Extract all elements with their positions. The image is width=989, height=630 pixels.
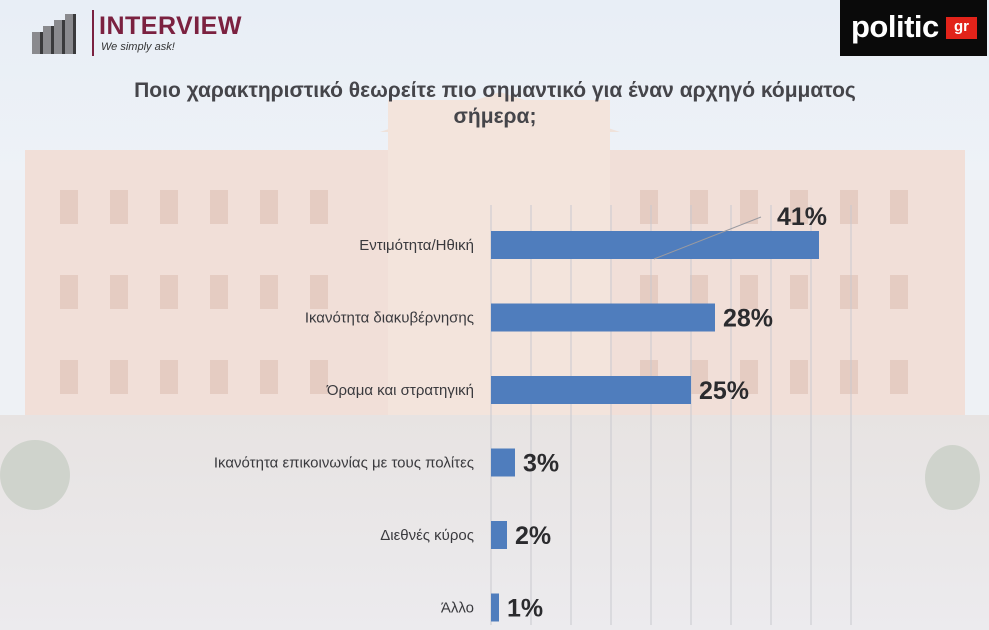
brand-name: INTERVIEW	[99, 12, 242, 40]
politic-logo-suffix: gr	[946, 17, 977, 39]
bar	[491, 231, 819, 259]
category-label: Όραμα και στρατηγική	[326, 382, 474, 399]
category-label: Εντιμότητα/Ηθική	[359, 237, 474, 254]
value-label: 1%	[507, 595, 543, 623]
bar	[491, 303, 715, 332]
interview-logo: INTERVIEW We simply ask!	[32, 8, 247, 58]
logo-bars-icon	[32, 12, 84, 54]
bar	[491, 376, 691, 404]
politic-logo: politic gr	[840, 0, 987, 56]
category-label: Διεθνές κύρος	[380, 527, 474, 544]
value-label: 41%	[777, 203, 827, 231]
category-label: Ικανότητα διακυβέρνησης	[305, 310, 474, 327]
politic-logo-text: politic	[851, 9, 939, 44]
value-label: 25%	[699, 377, 749, 405]
label-leader-line	[653, 216, 762, 260]
bar	[491, 448, 515, 477]
value-label: 3%	[523, 450, 559, 478]
category-label: Ικανότητα επικοινωνίας με τους πολίτες	[214, 455, 474, 472]
bar	[491, 593, 499, 622]
bar	[491, 521, 507, 549]
brand-tagline: We simply ask!	[101, 41, 175, 53]
value-label: 2%	[515, 522, 551, 550]
value-label: 28%	[723, 305, 773, 333]
category-label: Άλλο	[441, 600, 474, 617]
chart-title: Ποιο χαρακτηριστικό θεωρείτε πιο σημαντι…	[134, 79, 856, 128]
